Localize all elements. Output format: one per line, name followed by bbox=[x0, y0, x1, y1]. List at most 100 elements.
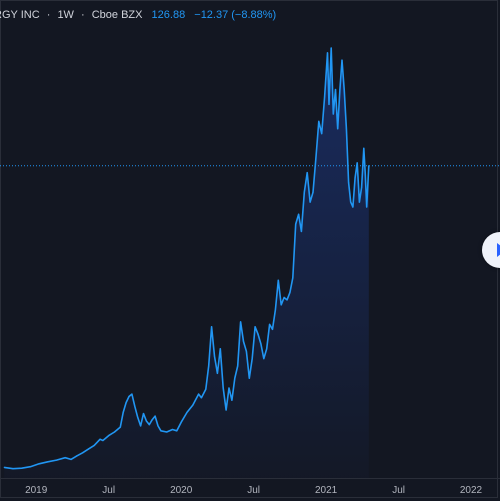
data-point bbox=[137, 416, 139, 418]
data-point bbox=[205, 388, 207, 390]
data-point bbox=[228, 387, 230, 389]
x-tick-label: 2022 bbox=[459, 485, 483, 496]
data-point bbox=[334, 89, 337, 91]
data-point bbox=[366, 206, 368, 208]
legend-separator: · bbox=[46, 9, 51, 21]
data-point bbox=[260, 343, 262, 345]
data-point bbox=[283, 296, 285, 299]
data-point bbox=[82, 452, 84, 454]
last-price: 126.88 bbox=[151, 9, 186, 21]
exchange-label: Cboe BZX bbox=[91, 9, 143, 21]
symbol-name[interactable]: RGY INC bbox=[0, 9, 40, 21]
data-point bbox=[242, 340, 245, 343]
data-point bbox=[160, 430, 162, 432]
data-point bbox=[254, 326, 256, 328]
data-point bbox=[339, 89, 341, 91]
data-point bbox=[131, 393, 133, 395]
data-point bbox=[180, 421, 182, 423]
data-point bbox=[337, 128, 339, 130]
interval-label[interactable]: 1W bbox=[57, 9, 74, 21]
data-point bbox=[312, 191, 314, 193]
data-point bbox=[330, 47, 332, 49]
price-area bbox=[4, 48, 369, 478]
data-point bbox=[328, 103, 330, 105]
data-point bbox=[219, 348, 221, 350]
data-point bbox=[140, 425, 142, 427]
data-point bbox=[87, 448, 89, 450]
data-point bbox=[300, 230, 302, 232]
data-point bbox=[148, 424, 150, 426]
data-point bbox=[119, 426, 121, 428]
data-point bbox=[352, 206, 354, 208]
data-point bbox=[211, 326, 213, 328]
data-point bbox=[47, 461, 49, 463]
data-point bbox=[145, 420, 147, 422]
data-point bbox=[234, 377, 236, 379]
data-point bbox=[368, 165, 370, 167]
data-point bbox=[122, 411, 124, 413]
data-point bbox=[70, 458, 72, 460]
data-point bbox=[361, 186, 363, 188]
data-point bbox=[134, 405, 136, 407]
data-point bbox=[225, 409, 227, 411]
data-point bbox=[102, 439, 104, 442]
time-axis[interactable]: 2019 Jul 2020 Jul 2021 Jul 2022 bbox=[0, 478, 500, 501]
x-tick-label: 2021 bbox=[314, 485, 338, 496]
data-point bbox=[186, 411, 188, 413]
x-tick-label: 2020 bbox=[170, 485, 193, 496]
x-tick-label: Jul bbox=[247, 485, 260, 496]
data-point bbox=[309, 201, 311, 203]
data-point bbox=[64, 457, 66, 459]
data-point bbox=[348, 181, 350, 184]
data-point bbox=[245, 350, 247, 352]
data-point bbox=[128, 395, 130, 398]
data-point bbox=[332, 113, 334, 115]
data-point bbox=[29, 466, 31, 468]
data-point bbox=[222, 387, 224, 389]
data-points bbox=[3, 47, 370, 470]
data-point bbox=[358, 201, 360, 203]
data-point bbox=[341, 59, 343, 61]
data-point bbox=[240, 321, 242, 323]
data-point bbox=[257, 333, 259, 335]
play-right-icon bbox=[497, 243, 500, 257]
data-point bbox=[3, 466, 5, 468]
data-point bbox=[192, 404, 194, 406]
data-point bbox=[350, 201, 352, 203]
data-point bbox=[326, 52, 329, 54]
data-point bbox=[113, 431, 116, 433]
data-point bbox=[321, 133, 323, 135]
data-point bbox=[93, 444, 95, 446]
data-point bbox=[157, 425, 159, 427]
data-point bbox=[142, 413, 145, 415]
data-point bbox=[154, 415, 156, 417]
legend-separator: · bbox=[81, 9, 85, 21]
data-point bbox=[55, 459, 58, 461]
data-point bbox=[298, 213, 300, 215]
data-point bbox=[208, 365, 210, 367]
data-point bbox=[166, 431, 168, 433]
data-point bbox=[171, 428, 174, 431]
data-point bbox=[251, 358, 253, 360]
data-point bbox=[176, 430, 178, 432]
data-point bbox=[343, 89, 345, 91]
data-point bbox=[292, 277, 294, 279]
data-point bbox=[306, 172, 308, 174]
data-point bbox=[12, 468, 14, 470]
data-point bbox=[151, 419, 153, 421]
data-point bbox=[200, 397, 202, 399]
data-point bbox=[324, 96, 326, 98]
scroll-to-realtime-button[interactable] bbox=[482, 232, 500, 268]
data-point bbox=[271, 328, 274, 330]
data-point bbox=[263, 358, 265, 360]
data-point bbox=[21, 467, 23, 469]
data-point bbox=[295, 223, 297, 225]
data-point bbox=[269, 323, 271, 325]
data-point bbox=[364, 172, 366, 174]
symbol-legend: RGY INC · 1W · Cboe BZX 126.88 −12.37 (−… bbox=[0, 9, 276, 21]
data-point bbox=[289, 292, 291, 294]
data-point bbox=[231, 399, 233, 401]
x-tick-label: Jul bbox=[392, 485, 405, 496]
data-point bbox=[38, 463, 40, 465]
